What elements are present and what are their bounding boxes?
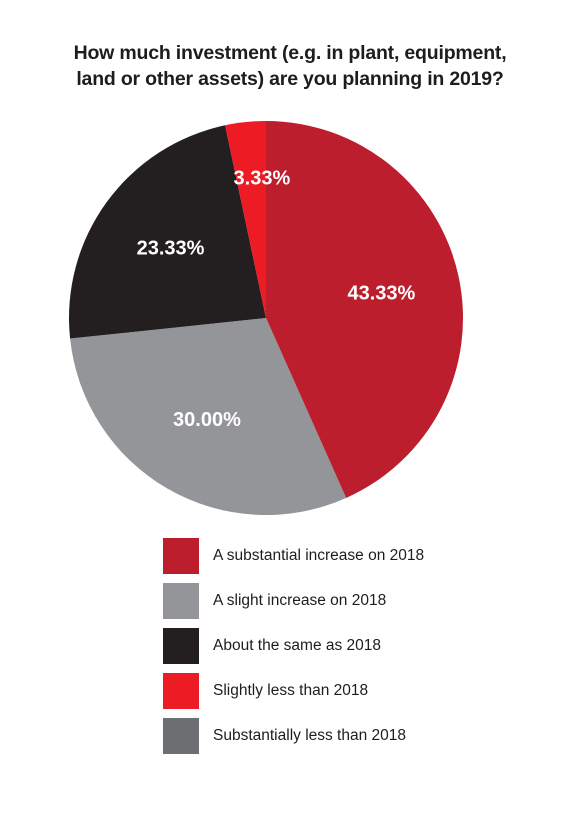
pie-slice [266,121,463,498]
chart-title-line-1: How much investment (e.g. in plant, equi… [73,42,507,64]
legend-item-substantially-less: Substantially less than 2018 [163,718,424,754]
chart-legend: A substantial increase on 2018 A slight … [163,538,424,763]
legend-swatch [163,718,199,754]
legend-swatch [163,628,199,664]
legend-item-slight-increase: A slight increase on 2018 [163,583,424,619]
legend-swatch [163,583,199,619]
legend-label: A slight increase on 2018 [213,592,387,609]
pie-data-label: 43.33% [348,282,416,304]
chart-title: How much investment (e.g. in plant, equi… [0,40,580,92]
legend-label: A substantial increase on 2018 [213,547,425,564]
legend-label: About the same as 2018 [213,637,382,654]
pie-data-label: 3.33% [234,168,291,190]
legend-swatch [163,538,199,574]
legend-label: Substantially less than 2018 [213,727,407,744]
legend-swatch [163,673,199,709]
pie-data-label: 23.33% [137,238,205,260]
pie-slice [69,125,266,339]
pie-chart: 43.33% 30.00% 23.33% 3.33% [69,121,463,515]
legend-label: Slightly less than 2018 [213,682,369,699]
pie-slice [225,121,266,318]
pie-data-label: 30.00% [173,409,241,431]
legend-item-slightly-less: Slightly less than 2018 [163,673,424,709]
chart-title-line-2: land or other assets) are you planning i… [76,68,504,90]
pie-slice [70,318,347,515]
legend-item-about-the-same: About the same as 2018 [163,628,424,664]
legend-item-substantial-increase: A substantial increase on 2018 [163,538,424,574]
